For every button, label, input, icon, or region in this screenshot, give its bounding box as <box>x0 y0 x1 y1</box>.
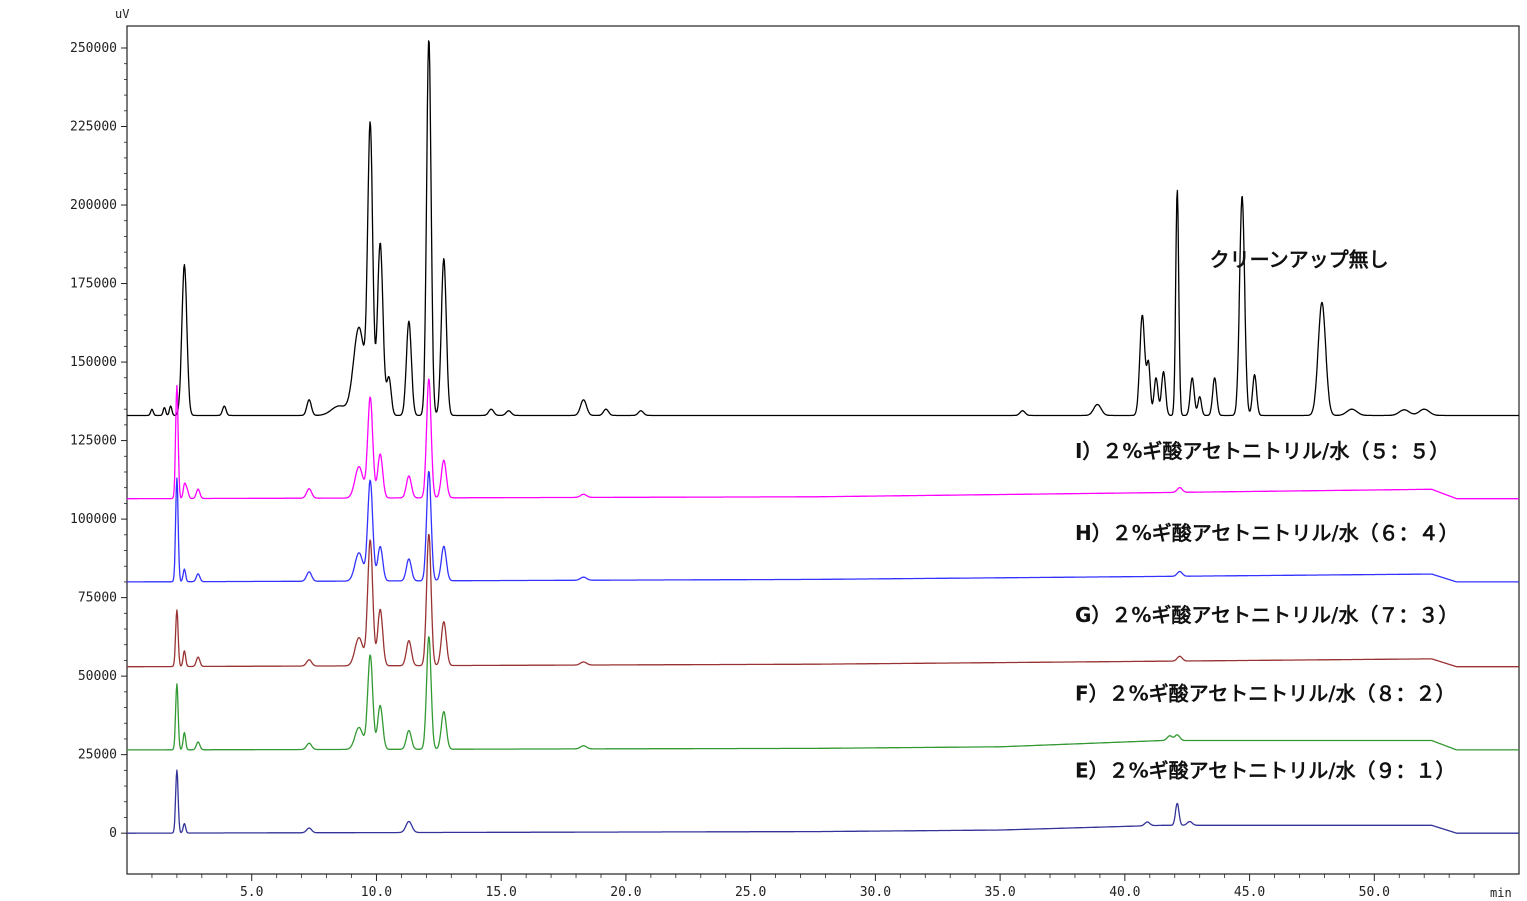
trace-label-1: I）２%ギ酸アセトニトリル/水（５：５） <box>1075 439 1449 463</box>
trace-label-5: E）２%ギ酸アセトニトリル/水（９：１） <box>1075 759 1456 783</box>
y-tick-label: 25000 <box>78 748 117 763</box>
y-tick-label: 225000 <box>70 120 117 135</box>
traces <box>126 40 1520 834</box>
trace-label-2: H）２%ギ酸アセトニトリル/水（６：４） <box>1075 521 1459 545</box>
axes: 0 25000 50000 75000 100000 125000 150000 175000… <box>70 41 1475 900</box>
trace-line-5 <box>126 769 1520 834</box>
x-tick-label: 20.0 <box>610 885 641 900</box>
trace-line-3 <box>126 533 1520 668</box>
trace-line-4 <box>126 636 1520 751</box>
x-tick-label: 45.0 <box>1234 885 1265 900</box>
trace-label-3: G）２%ギ酸アセトニトリル/水（７：３） <box>1075 603 1458 627</box>
trace-line-0 <box>126 40 1520 417</box>
trace-labels: クリーンアップ無し I）２%ギ酸アセトニトリル/水（５：５） H）２%ギ酸アセトニト… <box>1075 247 1459 782</box>
x-tick-label: 40.0 <box>1109 885 1140 900</box>
y-unit-label: uV <box>115 7 129 21</box>
x-tick-label: 30.0 <box>860 885 891 900</box>
x-unit-label: min <box>1490 886 1512 900</box>
y-tick-label: 75000 <box>78 591 117 606</box>
y-tick-label: 100000 <box>70 512 117 527</box>
x-tick-label: 50.0 <box>1359 885 1390 900</box>
x-tick-label: 35.0 <box>984 885 1015 900</box>
y-tick-label: 150000 <box>70 355 117 370</box>
trace-label-4: F）２%ギ酸アセトニトリル/水（８：２） <box>1075 681 1456 705</box>
plot-area <box>126 25 1520 875</box>
x-tick-label: 15.0 <box>486 885 517 900</box>
x-tick-label: 25.0 <box>735 885 766 900</box>
y-tick-label: 200000 <box>70 198 117 213</box>
trace-label-0: クリーンアップ無し <box>1210 247 1389 271</box>
y-tick-label: 125000 <box>70 434 117 449</box>
x-tick-label: 5.0 <box>240 885 263 900</box>
y-tick-label: 250000 <box>70 41 117 56</box>
y-tick-label: 50000 <box>78 669 117 684</box>
trace-line-2 <box>126 470 1520 583</box>
x-tick-label: 10.0 <box>361 885 392 900</box>
y-tick-label: 0 <box>109 826 117 841</box>
y-tick-label: 175000 <box>70 277 117 292</box>
trace-line-1 <box>126 378 1520 500</box>
